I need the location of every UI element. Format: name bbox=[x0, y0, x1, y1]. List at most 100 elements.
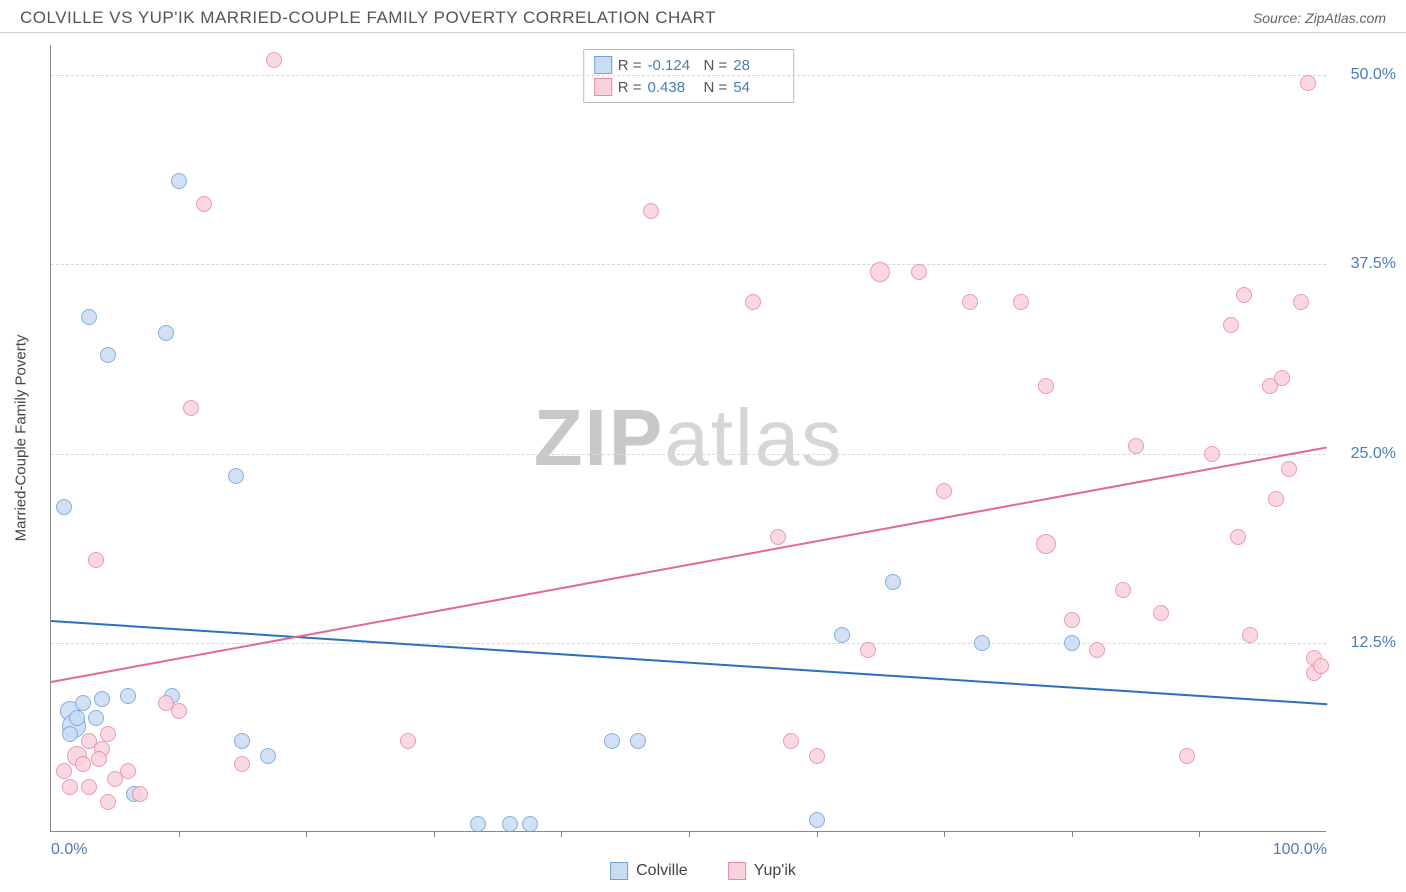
x-tick bbox=[1199, 831, 1200, 837]
stat-n-label: N = bbox=[704, 57, 728, 74]
data-point bbox=[400, 733, 416, 749]
data-point bbox=[1300, 75, 1316, 91]
data-point bbox=[1313, 658, 1329, 674]
data-point bbox=[1089, 642, 1105, 658]
y-tick-label: 50.0% bbox=[1351, 66, 1396, 84]
data-point bbox=[1204, 446, 1220, 462]
y-axis-title: Married-Couple Family Poverty bbox=[13, 335, 30, 542]
stat-n-label: N = bbox=[704, 79, 728, 96]
stat-r-value: 0.438 bbox=[648, 79, 698, 96]
legend-swatch bbox=[728, 862, 746, 880]
gridline bbox=[51, 75, 1326, 76]
legend-swatch bbox=[594, 56, 612, 74]
legend-item: Yup'ik bbox=[728, 862, 796, 880]
x-tick bbox=[434, 831, 435, 837]
x-tick bbox=[179, 831, 180, 837]
data-point bbox=[234, 733, 250, 749]
x-tick bbox=[944, 831, 945, 837]
data-point bbox=[100, 794, 116, 810]
x-tick bbox=[1072, 831, 1073, 837]
stat-r-value: -0.124 bbox=[648, 57, 698, 74]
data-point bbox=[1064, 635, 1080, 651]
data-point bbox=[91, 751, 107, 767]
legend-label: Colville bbox=[636, 862, 688, 880]
data-point bbox=[196, 196, 212, 212]
data-point bbox=[266, 52, 282, 68]
data-point bbox=[974, 635, 990, 651]
data-point bbox=[100, 726, 116, 742]
data-point bbox=[911, 264, 927, 280]
data-point bbox=[604, 733, 620, 749]
data-point bbox=[1268, 491, 1284, 507]
data-point bbox=[1036, 534, 1056, 554]
data-point bbox=[630, 733, 646, 749]
data-point bbox=[962, 294, 978, 310]
data-point bbox=[132, 786, 148, 802]
data-point bbox=[1223, 317, 1239, 333]
chart-header: COLVILLE VS YUP'IK MARRIED-COUPLE FAMILY… bbox=[0, 0, 1406, 33]
stat-n-value: 28 bbox=[733, 57, 783, 74]
bottom-legend: Colville Yup'ik bbox=[610, 862, 796, 880]
data-point bbox=[88, 710, 104, 726]
source-label: Source: ZipAtlas.com bbox=[1253, 10, 1386, 26]
x-tick bbox=[817, 831, 818, 837]
y-tick-label: 37.5% bbox=[1351, 255, 1396, 273]
data-point bbox=[1293, 294, 1309, 310]
data-point bbox=[834, 627, 850, 643]
data-point bbox=[56, 499, 72, 515]
data-point bbox=[1115, 582, 1131, 598]
stat-r-label: R = bbox=[618, 79, 642, 96]
x-tick-label: 0.0% bbox=[51, 841, 87, 859]
data-point bbox=[234, 756, 250, 772]
x-tick bbox=[561, 831, 562, 837]
data-point bbox=[870, 262, 890, 282]
data-point bbox=[1179, 748, 1195, 764]
gridline bbox=[51, 264, 1326, 265]
data-point bbox=[94, 691, 110, 707]
y-tick-label: 25.0% bbox=[1351, 445, 1396, 463]
watermark: ZIPatlas bbox=[534, 392, 843, 484]
data-point bbox=[470, 816, 486, 832]
data-point bbox=[120, 763, 136, 779]
data-point bbox=[56, 763, 72, 779]
legend-label: Yup'ik bbox=[754, 862, 796, 880]
data-point bbox=[81, 309, 97, 325]
data-point bbox=[260, 748, 276, 764]
data-point bbox=[1038, 378, 1054, 394]
scatter-chart: Married-Couple Family Poverty ZIPatlas R… bbox=[50, 45, 1326, 832]
data-point bbox=[885, 574, 901, 590]
data-point bbox=[120, 688, 136, 704]
data-point bbox=[62, 726, 78, 742]
data-point bbox=[1128, 438, 1144, 454]
data-point bbox=[1281, 461, 1297, 477]
stat-n-value: 54 bbox=[733, 79, 783, 96]
data-point bbox=[75, 756, 91, 772]
data-point bbox=[770, 529, 786, 545]
data-point bbox=[171, 173, 187, 189]
x-tick-label: 100.0% bbox=[1273, 841, 1327, 859]
data-point bbox=[228, 468, 244, 484]
data-point bbox=[1274, 370, 1290, 386]
x-tick bbox=[689, 831, 690, 837]
data-point bbox=[62, 779, 78, 795]
legend-swatch bbox=[594, 78, 612, 96]
data-point bbox=[860, 642, 876, 658]
data-point bbox=[183, 400, 199, 416]
chart-title: COLVILLE VS YUP'IK MARRIED-COUPLE FAMILY… bbox=[20, 8, 716, 28]
x-tick bbox=[306, 831, 307, 837]
data-point bbox=[171, 703, 187, 719]
data-point bbox=[88, 552, 104, 568]
data-point bbox=[1064, 612, 1080, 628]
data-point bbox=[502, 816, 518, 832]
legend-item: Colville bbox=[610, 862, 688, 880]
data-point bbox=[522, 816, 538, 832]
data-point bbox=[809, 748, 825, 764]
data-point bbox=[81, 779, 97, 795]
stats-row: R = 0.438 N = 54 bbox=[594, 76, 784, 98]
data-point bbox=[643, 203, 659, 219]
data-point bbox=[100, 347, 116, 363]
data-point bbox=[69, 710, 85, 726]
gridline bbox=[51, 643, 1326, 644]
data-point bbox=[75, 695, 91, 711]
data-point bbox=[1153, 605, 1169, 621]
